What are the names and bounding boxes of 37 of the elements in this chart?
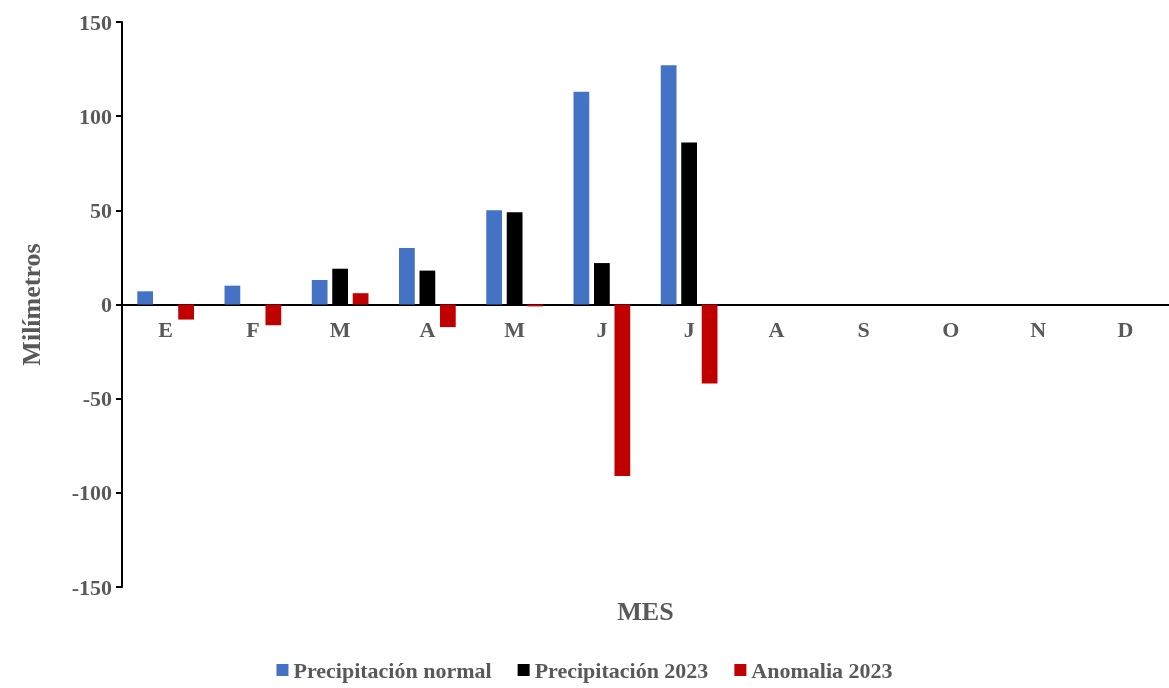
x-tick-label: S (857, 317, 870, 342)
y-tick-label: 50 (90, 197, 112, 223)
bar (178, 304, 194, 320)
bar (660, 65, 677, 305)
bar (614, 304, 631, 476)
x-tick-label: A (768, 317, 785, 342)
bar (352, 293, 369, 305)
bar (701, 304, 718, 384)
legend-label: Precipitación 2023 (534, 657, 709, 683)
y-tick-label: 150 (79, 9, 112, 35)
x-tick-label: M (504, 317, 526, 342)
y-tick-label: -50 (82, 386, 112, 412)
x-axis-title: MES (617, 597, 674, 626)
legend-label: Anomalia 2023 (751, 657, 893, 683)
y-tick-label: -150 (71, 574, 112, 600)
y-axis-title: Milímetros (16, 243, 46, 366)
x-tick-label: M (329, 317, 351, 342)
x-tick-label: E (158, 317, 173, 342)
x-tick-label: J (596, 317, 608, 342)
bar (224, 285, 241, 305)
x-tick-label: F (246, 317, 260, 342)
bar (265, 304, 282, 326)
x-tick-label: D (1117, 317, 1134, 342)
bar (486, 210, 503, 305)
x-tick-label: O (942, 317, 960, 342)
bar (439, 304, 456, 328)
x-tick-label: A (419, 317, 436, 342)
bar (399, 248, 415, 305)
y-tick-label: 0 (101, 292, 112, 317)
x-tick-label: N (1030, 317, 1047, 342)
bar (137, 291, 154, 305)
bar (311, 280, 328, 305)
y-tick-label: -100 (71, 480, 112, 506)
legend-label: Precipitación normal (293, 657, 492, 683)
y-tick-label: 100 (79, 103, 112, 129)
x-tick-label: J (683, 317, 695, 342)
bar (573, 91, 590, 305)
